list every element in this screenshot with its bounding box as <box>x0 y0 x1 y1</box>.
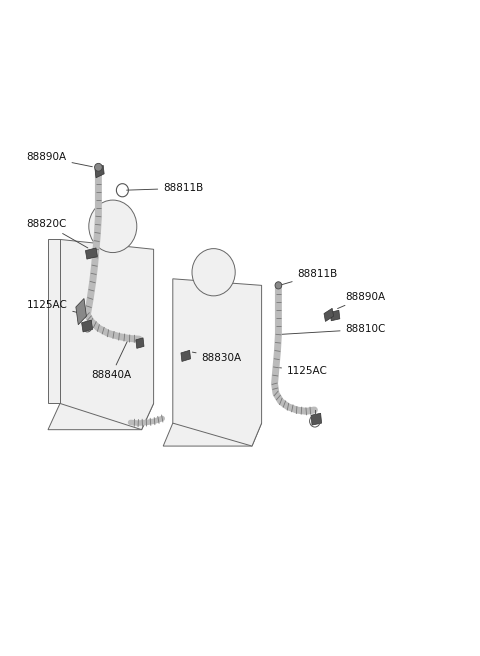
Polygon shape <box>60 239 154 430</box>
Polygon shape <box>311 413 322 425</box>
Text: 1125AC: 1125AC <box>279 365 328 376</box>
Polygon shape <box>48 239 60 403</box>
Polygon shape <box>173 279 262 446</box>
Ellipse shape <box>192 249 235 296</box>
Text: 88811B: 88811B <box>282 269 338 285</box>
Polygon shape <box>85 248 97 259</box>
Text: 88890A: 88890A <box>337 291 386 308</box>
Text: 1125AC: 1125AC <box>26 300 84 314</box>
Text: 88820C: 88820C <box>26 219 88 248</box>
Text: 88811B: 88811B <box>127 183 204 194</box>
Polygon shape <box>136 338 144 348</box>
Ellipse shape <box>89 200 137 253</box>
Ellipse shape <box>275 281 282 289</box>
Text: 88810C: 88810C <box>280 324 386 335</box>
Polygon shape <box>95 165 104 178</box>
Polygon shape <box>181 350 191 361</box>
Polygon shape <box>82 320 93 332</box>
Text: 88830A: 88830A <box>192 352 242 363</box>
Polygon shape <box>76 298 86 325</box>
Polygon shape <box>324 308 334 321</box>
Polygon shape <box>48 403 154 430</box>
Polygon shape <box>330 310 340 321</box>
Text: 88840A: 88840A <box>91 341 132 380</box>
Ellipse shape <box>95 163 102 171</box>
Text: 88890A: 88890A <box>26 152 92 167</box>
Polygon shape <box>163 423 262 446</box>
